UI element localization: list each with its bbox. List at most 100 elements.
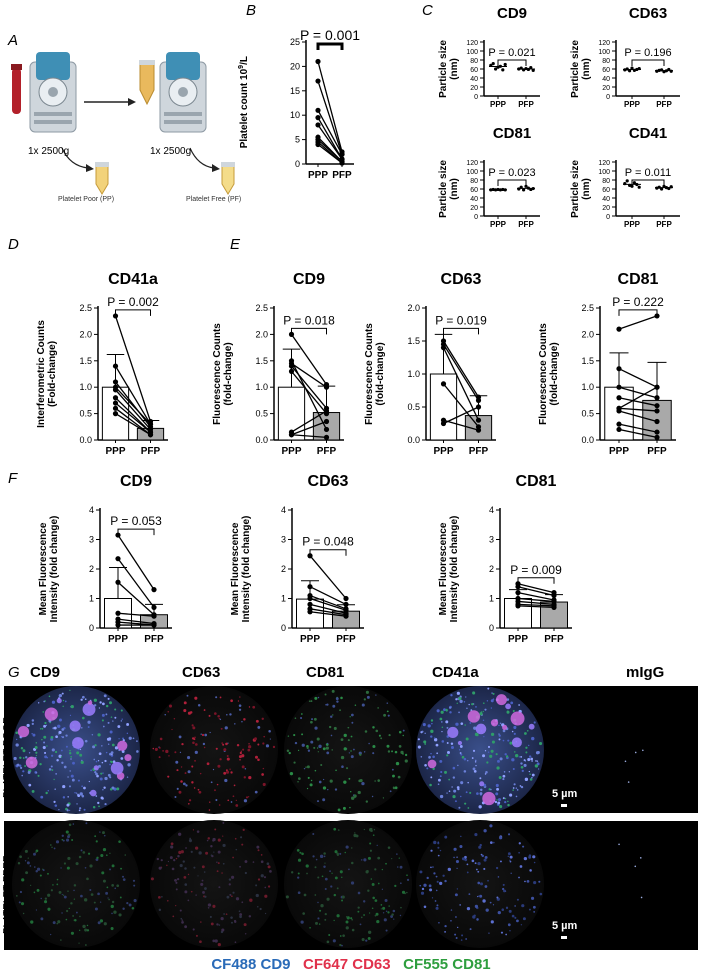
- chart-f-cd63: CD63 Mean FluorescenceIntensity (fold cha…: [230, 473, 364, 645]
- chart-c-cd81-point: [491, 187, 495, 192]
- chart-c-cd63-point: [632, 68, 636, 72]
- chart-b-pair-line: [317, 124, 343, 160]
- chart-e-cd9-point: [288, 358, 295, 364]
- panel-label-g: G: [8, 664, 20, 681]
- chart-e-cd81-pair-line: [618, 315, 658, 330]
- micrograph-1-4: [618, 843, 643, 899]
- chart-e-cd9-title: CD9: [293, 271, 325, 288]
- chart-b-xtick-label: PFP: [332, 170, 352, 181]
- scalebar-bottom: [561, 936, 567, 939]
- chart-c-cd81-point: [531, 186, 535, 191]
- chart-c-cd81-point: [501, 187, 505, 192]
- chart-c-cd81-ytick-label: 100: [466, 169, 478, 176]
- chart-c-cd63-point: [664, 69, 668, 73]
- chart-e-cd9-point: [323, 426, 330, 433]
- chart-f-cd63-ytick-label: 4: [281, 505, 286, 515]
- spin-label-2: 1x 2500g: [150, 146, 192, 157]
- chart-c-cd81: CD81 Particle size(nm) 0 20 40 60 80 100 120 PPP P…: [438, 125, 540, 229]
- chart-f-cd63-pair-line: [309, 611, 347, 617]
- chart-d-point: [112, 384, 119, 390]
- chart-c-cd41-point: [628, 183, 632, 187]
- chart-e-cd81-point: [654, 408, 660, 414]
- chart-e-cd63-point: [475, 397, 482, 403]
- panel-label-d: D: [8, 236, 19, 253]
- chart-e-cd81-xtick-label: PFP: [647, 446, 667, 457]
- chart-c-cd81-xtick-label: PPP: [490, 220, 507, 229]
- chart-b-point: [339, 151, 345, 157]
- legend-cf488-cd9: CF488 CD9: [211, 956, 291, 973]
- chart-c-cd63-ytick-label: 100: [598, 49, 610, 56]
- chart-f-cd63-point: [307, 595, 313, 602]
- chart-c-cd63-title: CD63: [629, 5, 667, 22]
- chart-f-cd63-point: [307, 584, 313, 590]
- chart-f-cd63-pair-line: [309, 594, 347, 610]
- chart-e-cd9-point: [288, 432, 295, 438]
- chart-e-cd63-pair-line: [442, 347, 480, 421]
- chart-c-cd81-sig-bracket: [497, 179, 527, 186]
- chart-e-cd81-point: [616, 421, 622, 427]
- chart-f-cd63-xtick-label: PFP: [336, 634, 356, 645]
- chart-e-cd63-point: [475, 404, 482, 410]
- chart-c-cd41-ytick-label: 60: [602, 187, 610, 194]
- mic-col-cd63: CD63: [182, 664, 221, 681]
- chart-c-cd41: CD41 Particle size(nm) 0 20 40 60 80 100 120 PPP P…: [570, 125, 680, 229]
- chart-b-pair-line: [317, 80, 343, 155]
- chart-c-cd63-ylabel: Particle size(nm): [570, 40, 592, 98]
- chart-c-cd41-xtick-label: PPP: [624, 220, 641, 229]
- chart-c-cd63-sig-bracket: [631, 59, 665, 66]
- chart-f-cd63-pair-line: [309, 603, 347, 614]
- chart-e-cd9-xtick-label: PPP: [281, 446, 301, 457]
- chart-f-cd63-ylabel: Mean FluorescenceIntensity (fold change): [230, 516, 252, 623]
- chart-f-cd9-point: [151, 587, 157, 593]
- chart-c-cd9-ytick-label: 40: [470, 76, 478, 83]
- chart-c-cd63-point: [662, 70, 666, 74]
- chart-f-cd9-pair-line: [117, 618, 155, 625]
- chart-c-cd9-point: [529, 66, 533, 70]
- blood-tube-icon: [11, 64, 22, 114]
- chart-b-pair-line: [317, 139, 343, 163]
- chart-c-cd81-point: [498, 188, 502, 192]
- chart-e-cd81-point: [654, 395, 660, 401]
- micrograph-0-0: [12, 686, 140, 814]
- chart-b-ytick-label: 15: [290, 86, 300, 96]
- chart-f-cd9-ytick-label: 2: [89, 564, 94, 574]
- chart-e-cd81-point: [616, 426, 622, 433]
- chart-f-cd9-ytick-label: 0: [89, 623, 94, 633]
- chart-c-cd81-point: [503, 188, 507, 192]
- chart-b-pair-line: [317, 61, 343, 152]
- chart-e-cd63-pair-line: [442, 340, 480, 398]
- scalebar-top: [561, 804, 567, 807]
- chart-e-cd9-pair-line: [291, 420, 327, 436]
- chart-e-cd9-point: [323, 384, 330, 390]
- chart-f-cd9-point: [115, 556, 121, 562]
- chart-c-cd41-point: [664, 186, 668, 190]
- chart-e-cd81-point: [616, 395, 622, 401]
- chart-f-cd63-sig-bracket: [309, 549, 347, 556]
- chart-e-cd81-point: [616, 405, 622, 411]
- chart-d-point: [112, 400, 119, 406]
- chart-f-cd63-pvalue: P = 0.048: [302, 535, 354, 549]
- chart-d-ytick-label: 2.5: [79, 303, 92, 313]
- chart-c-cd63-point: [657, 68, 661, 72]
- chart-c-cd41-point: [657, 185, 661, 189]
- chart-e-cd63-point: [440, 420, 447, 427]
- chart-c-cd9-ytick-label: 20: [470, 85, 478, 92]
- chart-e-cd9-pair-line: [290, 334, 328, 385]
- chart-c-cd41-ytick-label: 120: [598, 160, 610, 167]
- chart-f-cd81-title: CD81: [516, 473, 557, 490]
- chart-c-cd9-point: [524, 66, 528, 71]
- chart-c-cd41-xtick-label: PFP: [656, 220, 672, 229]
- microscopy-grid: [4, 686, 698, 950]
- chart-d-point: [112, 363, 119, 369]
- microscopy-images: [4, 686, 698, 948]
- chart-e-cd9-ytick-label: 1.0: [255, 382, 268, 392]
- mic-col-cd81: CD81: [306, 664, 345, 681]
- chart-e-cd9: CD9 Fluorescence Counts(fold-change) 0.0 0.…: [212, 271, 344, 457]
- chart-f-cd81-pair-line: [517, 605, 555, 608]
- chart-c-cd9-sig-bracket: [497, 59, 527, 66]
- chart-f-cd9-sig-bracket: [117, 528, 155, 536]
- chart-e-cd81-pair-line: [618, 407, 658, 412]
- chart-d-pair-line: [115, 386, 151, 425]
- chart-e-cd81-pair-line: [618, 423, 658, 433]
- chart-f-cd81-pair-line: [517, 600, 555, 606]
